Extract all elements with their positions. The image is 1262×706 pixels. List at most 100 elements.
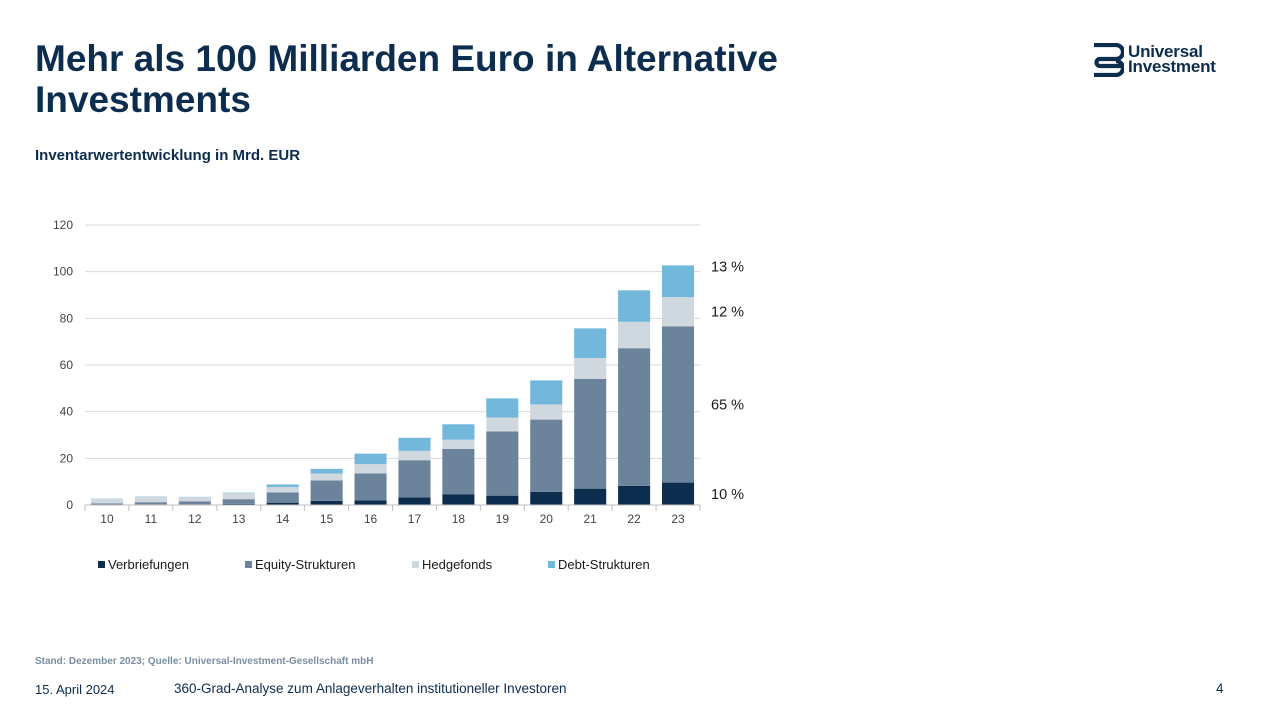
universal-investment-logo: Universal Investment	[1092, 43, 1232, 77]
bar-equity-strukturen-23	[662, 326, 695, 483]
bar-debt-strukturen-19	[486, 398, 519, 418]
bar-hedgefonds-12	[178, 497, 211, 502]
bar-verbriefungen-15	[310, 500, 343, 505]
bar-debt-strukturen-15	[310, 468, 343, 474]
bar-debt-strukturen-14	[266, 484, 299, 488]
footer-title: 360-Grad-Analyse zum Anlageverhalten ins…	[174, 681, 567, 696]
x-tick-label-11: 11	[145, 512, 158, 526]
bar-hedgefonds-10	[90, 498, 123, 504]
bar-verbriefungen-18	[442, 494, 475, 505]
bar-equity-strukturen-19	[486, 431, 519, 496]
bar-equity-strukturen-16	[354, 473, 387, 501]
bar-equity-strukturen-17	[398, 460, 431, 498]
y-tick-label-0: 0	[66, 498, 73, 512]
bar-equity-strukturen-15	[310, 480, 343, 501]
bar-hedgefonds-11	[134, 496, 167, 503]
legend-swatch-hedgefonds	[412, 561, 419, 568]
x-tick-label-14: 14	[276, 512, 290, 526]
x-tick-label-18: 18	[452, 512, 466, 526]
bar-debt-strukturen-21	[574, 328, 607, 358]
bar-hedgefonds-15	[310, 473, 343, 481]
bar-debt-strukturen-16	[354, 453, 387, 465]
bar-equity-strukturen-10	[90, 503, 123, 505]
legend-item-debt: Debt-Strukturen	[548, 557, 650, 572]
legend-item-hedgefonds: Hedgefonds	[412, 557, 492, 572]
bar-verbriefungen-13	[222, 503, 255, 505]
bar-hedgefonds-20	[530, 404, 563, 420]
y-tick-label-40: 40	[60, 405, 74, 419]
bar-stacks	[90, 265, 695, 505]
y-tick-label-80: 80	[60, 311, 74, 325]
share-label-verbriefungen: 10 %	[711, 487, 744, 503]
x-tick-label-21: 21	[583, 512, 597, 526]
bar-debt-strukturen-22	[618, 290, 651, 322]
bar-verbriefungen-20	[530, 491, 563, 505]
bar-equity-strukturen-18	[442, 449, 475, 495]
bar-hedgefonds-19	[486, 417, 519, 432]
legend-item-equity: Equity-Strukturen	[245, 557, 355, 572]
bar-debt-strukturen-23	[662, 265, 695, 298]
y-tick-label-100: 100	[53, 265, 73, 279]
legend-swatch-verbriefungen	[98, 561, 105, 568]
x-tick-label-16: 16	[364, 512, 378, 526]
x-tick-label-22: 22	[627, 512, 641, 526]
x-tick-label-19: 19	[496, 512, 510, 526]
bar-hedgefonds-23	[662, 297, 695, 327]
x-tick-label-17: 17	[408, 512, 422, 526]
legend-label-hedgefonds: Hedgefonds	[422, 557, 493, 572]
share-label-hedgefonds: 12 %	[711, 305, 744, 321]
chart-subtitle: Inventarwertentwicklung in Mrd. EUR	[35, 147, 301, 164]
bar-hedgefonds-21	[574, 358, 607, 379]
x-tick-label-23: 23	[671, 512, 685, 526]
axes: 0 20 40 60 80 100 120 10 11 12 13 14 15 16 17 18 19 20 21 2…	[53, 218, 701, 526]
legend-swatch-equity	[245, 561, 252, 568]
bar-hedgefonds-18	[442, 439, 475, 449]
x-tick-label-13: 13	[232, 512, 246, 526]
bar-equity-strukturen-21	[574, 379, 607, 489]
bar-equity-strukturen-20	[530, 419, 563, 492]
bar-hedgefonds-13	[222, 493, 255, 500]
footer-date: 15. April 2024	[35, 682, 115, 697]
logo-text-line1: Universal	[1128, 42, 1203, 61]
legend-item-verbriefungen: Verbriefungen	[98, 557, 189, 572]
grid-lines	[85, 224, 700, 459]
x-tick-label-20: 20	[540, 512, 554, 526]
bar-verbriefungen-19	[486, 495, 519, 505]
bar-verbriefungen-21	[574, 488, 607, 505]
bar-verbriefungen-17	[398, 497, 431, 505]
bar-equity-strukturen-11	[134, 502, 167, 505]
bar-hedgefonds-14	[266, 487, 299, 493]
legend-label-equity: Equity-Strukturen	[255, 557, 356, 572]
bar-hedgefonds-16	[354, 464, 387, 474]
bar-equity-strukturen-12	[178, 501, 211, 505]
bar-verbriefungen-22	[618, 485, 651, 505]
share-label-debt-strukturen: 13 %	[711, 260, 744, 276]
share-labels: 13 % 12 % 65 % 10 %	[711, 260, 744, 503]
y-tick-label-60: 60	[60, 358, 74, 372]
x-tick-label-12: 12	[188, 512, 202, 526]
bar-equity-strukturen-14	[266, 492, 299, 503]
legend-label-debt: Debt-Strukturen	[558, 557, 650, 572]
source-note: Stand: Dezember 2023; Quelle: Universal-…	[35, 656, 374, 667]
x-tick-label-10: 10	[100, 512, 114, 526]
bar-debt-strukturen-18	[442, 424, 475, 440]
bar-hedgefonds-22	[618, 321, 651, 349]
bar-hedgefonds-17	[398, 450, 431, 461]
bar-verbriefungen-23	[662, 482, 695, 505]
logo-mark-icon	[1094, 43, 1124, 77]
bar-equity-strukturen-22	[618, 348, 651, 486]
logo-text-line2: Investment	[1128, 57, 1216, 76]
y-tick-label-20: 20	[60, 451, 74, 465]
bar-debt-strukturen-17	[398, 437, 431, 451]
bar-verbriefungen-14	[266, 502, 299, 505]
slide-title: Mehr als 100 Milliarden Euro in Alternat…	[35, 38, 778, 120]
bar-equity-strukturen-13	[222, 499, 255, 504]
page-number: 4	[1216, 681, 1224, 696]
legend-swatch-debt	[548, 561, 555, 568]
bar-debt-strukturen-20	[530, 380, 563, 405]
share-label-equity-strukturen: 65 %	[711, 397, 744, 413]
bar-verbriefungen-16	[354, 500, 387, 505]
legend-label-verbriefungen: Verbriefungen	[108, 557, 189, 572]
x-tick-label-15: 15	[320, 512, 334, 526]
